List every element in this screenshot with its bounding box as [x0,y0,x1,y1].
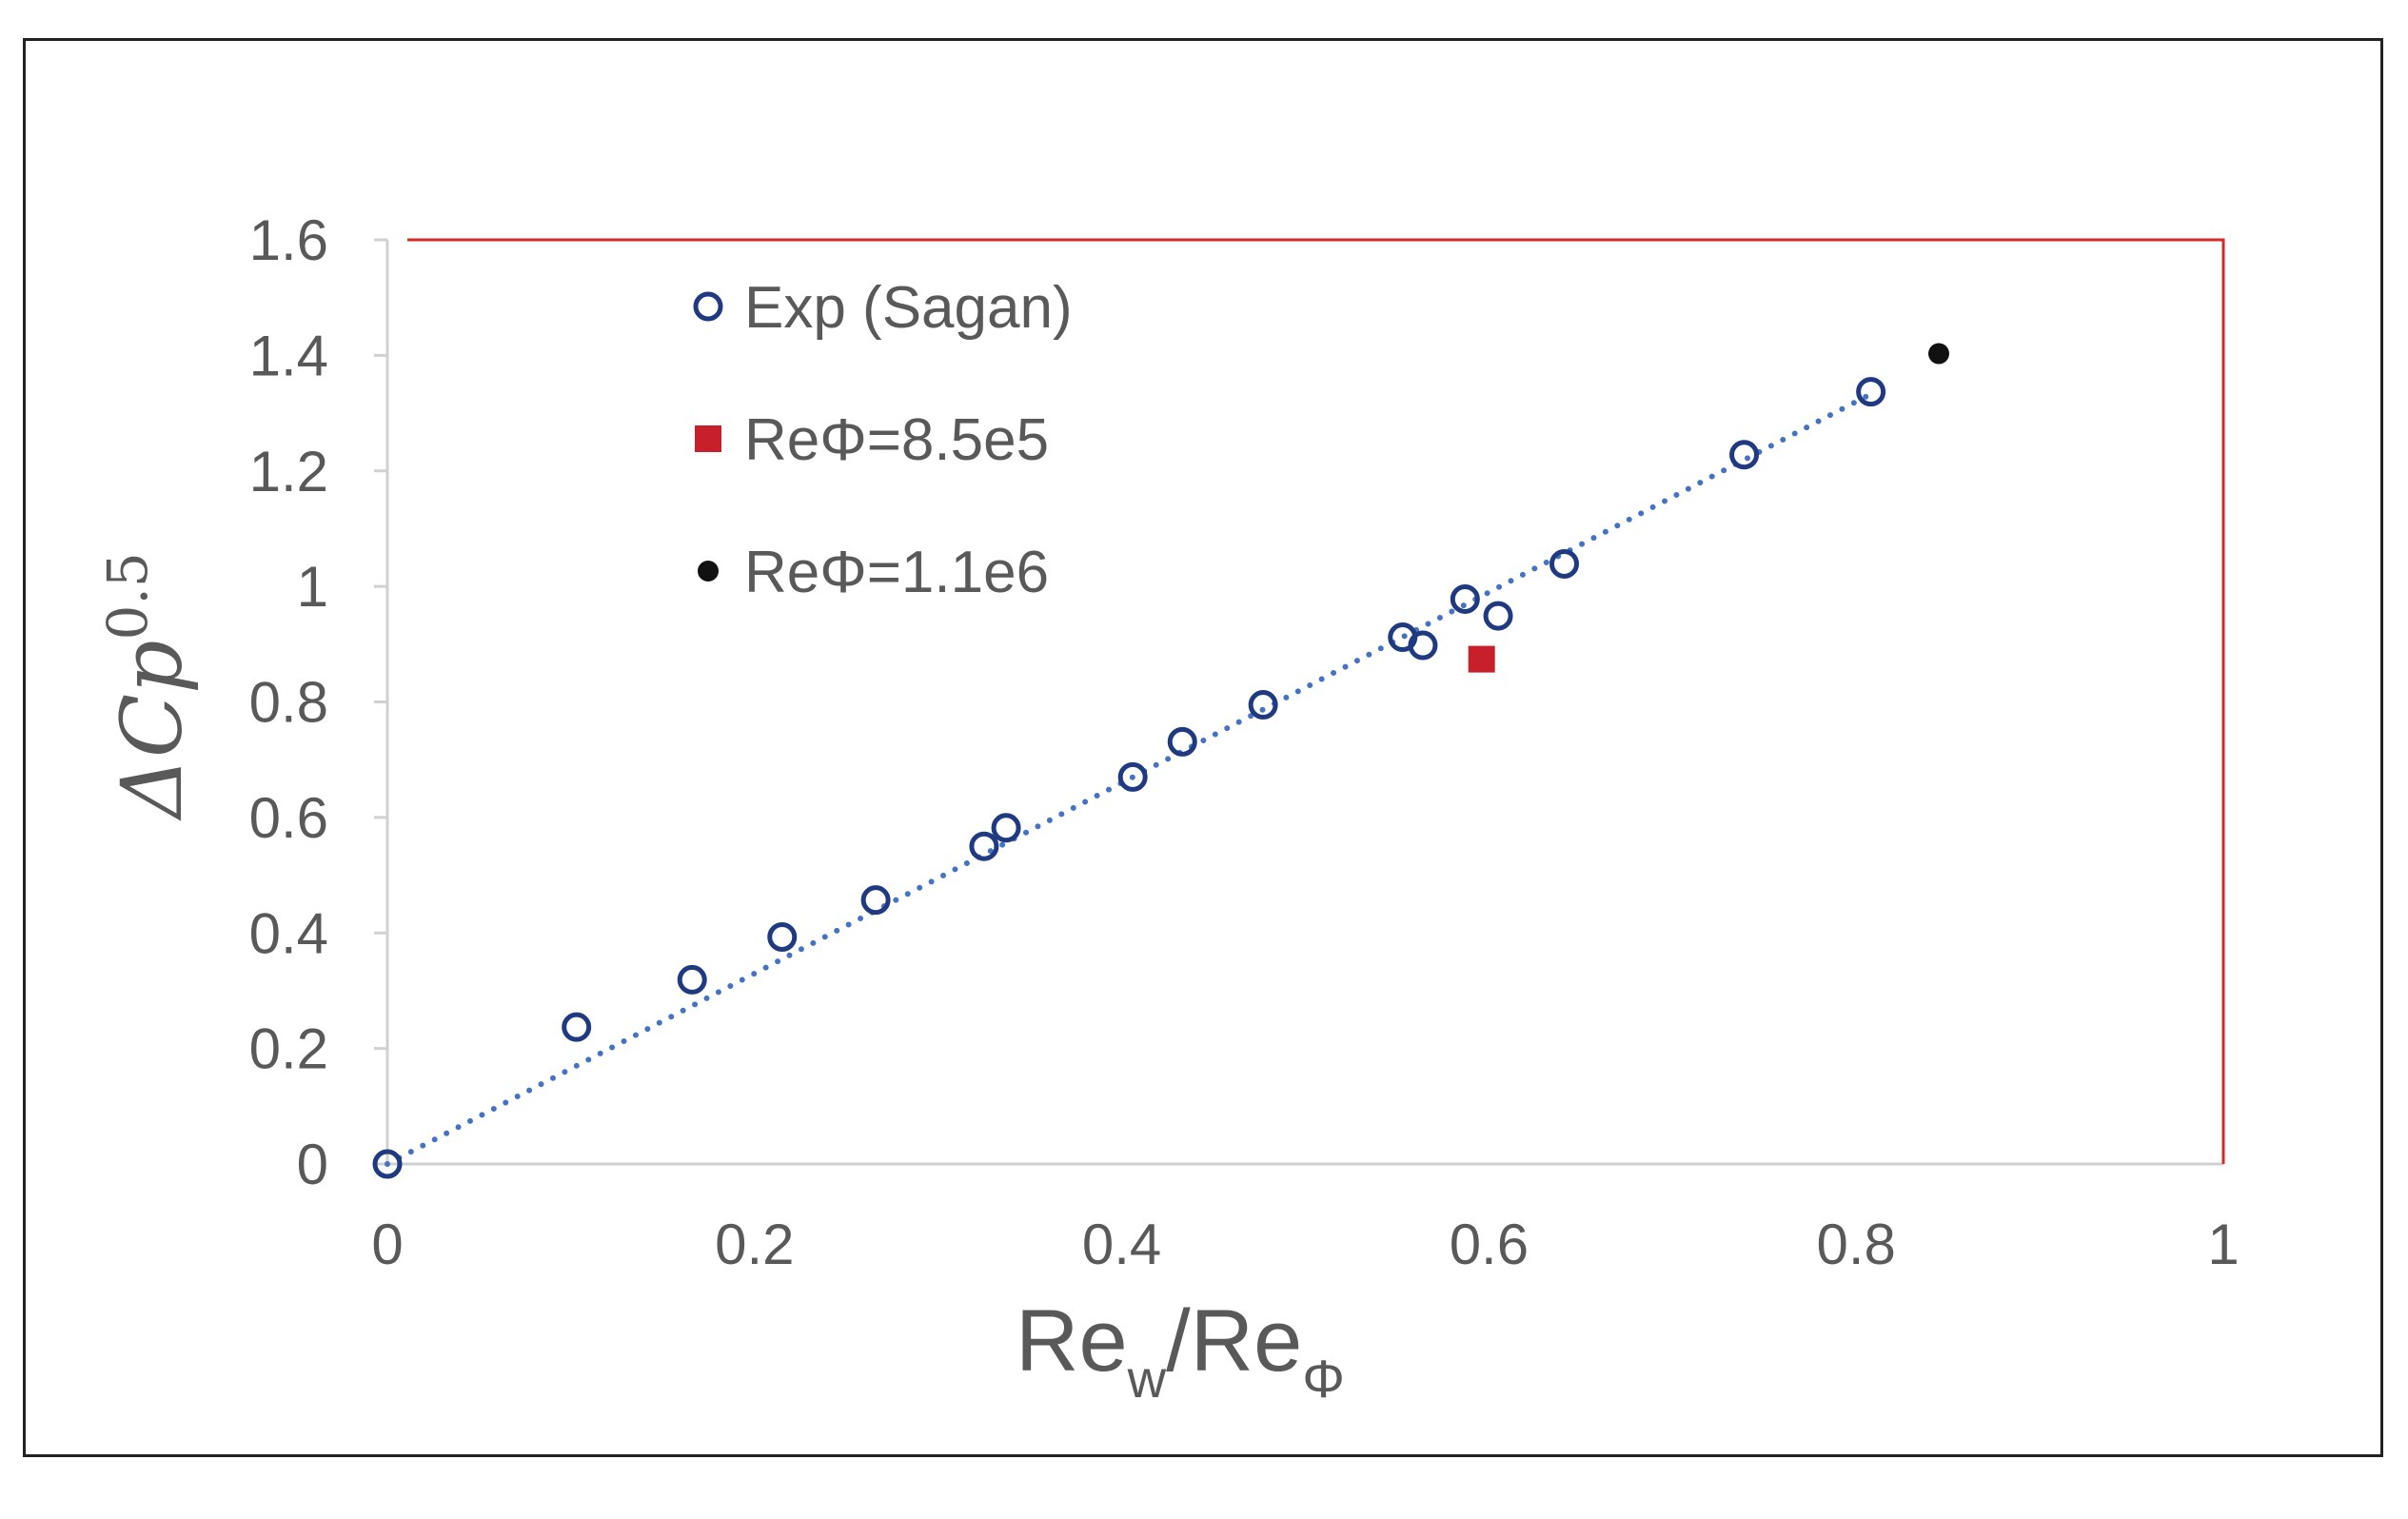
x-tick-label: 0.8 [1816,1213,1895,1276]
legend-marker [698,561,719,582]
data-point [1248,690,1278,720]
plot-area-border [407,238,2225,1164]
legend-label: ReΦ=1.1e6 [744,540,1049,605]
y-tick-label: 0.8 [249,671,328,735]
data-point [860,885,891,916]
x-tick-label: 0.4 [1082,1213,1161,1276]
axes [374,238,2225,1166]
y-tick-label: 0.2 [249,1017,328,1081]
legend-marker [693,291,723,322]
y-tick-label: 1.6 [249,208,328,272]
data-point [372,1149,403,1179]
y-axis-title: ΔCp0.5 [95,552,201,820]
y-tick-label: 1.2 [249,440,328,503]
data-point [767,921,798,952]
data-point [1729,440,1760,470]
legend: Exp (Sagan) ReΦ=8.5e5 ReΦ=1.1e6 [693,275,1073,605]
y-tick-label: 0.6 [249,786,328,850]
data-point [969,831,999,861]
data-marks [372,343,1950,1179]
data-point [991,813,1021,843]
legend-label: ReΦ=8.5e5 [744,407,1049,473]
data-point [1928,343,1950,365]
data-point [1468,645,1495,673]
x-tick-label: 1 [2207,1213,2239,1276]
figure-border [23,38,2383,1457]
data-point [562,1012,592,1042]
y-tick-label: 0 [297,1133,328,1196]
x-tick-label: 0.6 [1450,1213,1529,1276]
x-tick-label: 0 [371,1213,403,1276]
x-axis-title: Rew/ReΦ [1016,1292,1345,1409]
data-point [1450,583,1480,614]
data-point [1549,548,1579,579]
data-point [1408,630,1438,661]
x-tick-label: 0.2 [715,1213,794,1276]
y-tick-label: 0.4 [249,901,328,965]
data-point [1483,601,1513,631]
data-point [1167,726,1197,757]
data-point [1856,377,1886,407]
data-point [677,964,707,995]
tick-labels: 0 0.2 0.4 0.6 0.8 1 1.2 1.4 1.6 0 0.2 0.4 0.6 0.8 1 [249,208,2240,1276]
data-point [1117,761,1148,792]
y-tick-label: 1.4 [249,324,328,387]
legend-marker [695,425,721,452]
y-tick-label: 1 [297,555,328,619]
trendline [385,391,1874,1167]
legend-label: Exp (Sagan) [744,275,1073,341]
